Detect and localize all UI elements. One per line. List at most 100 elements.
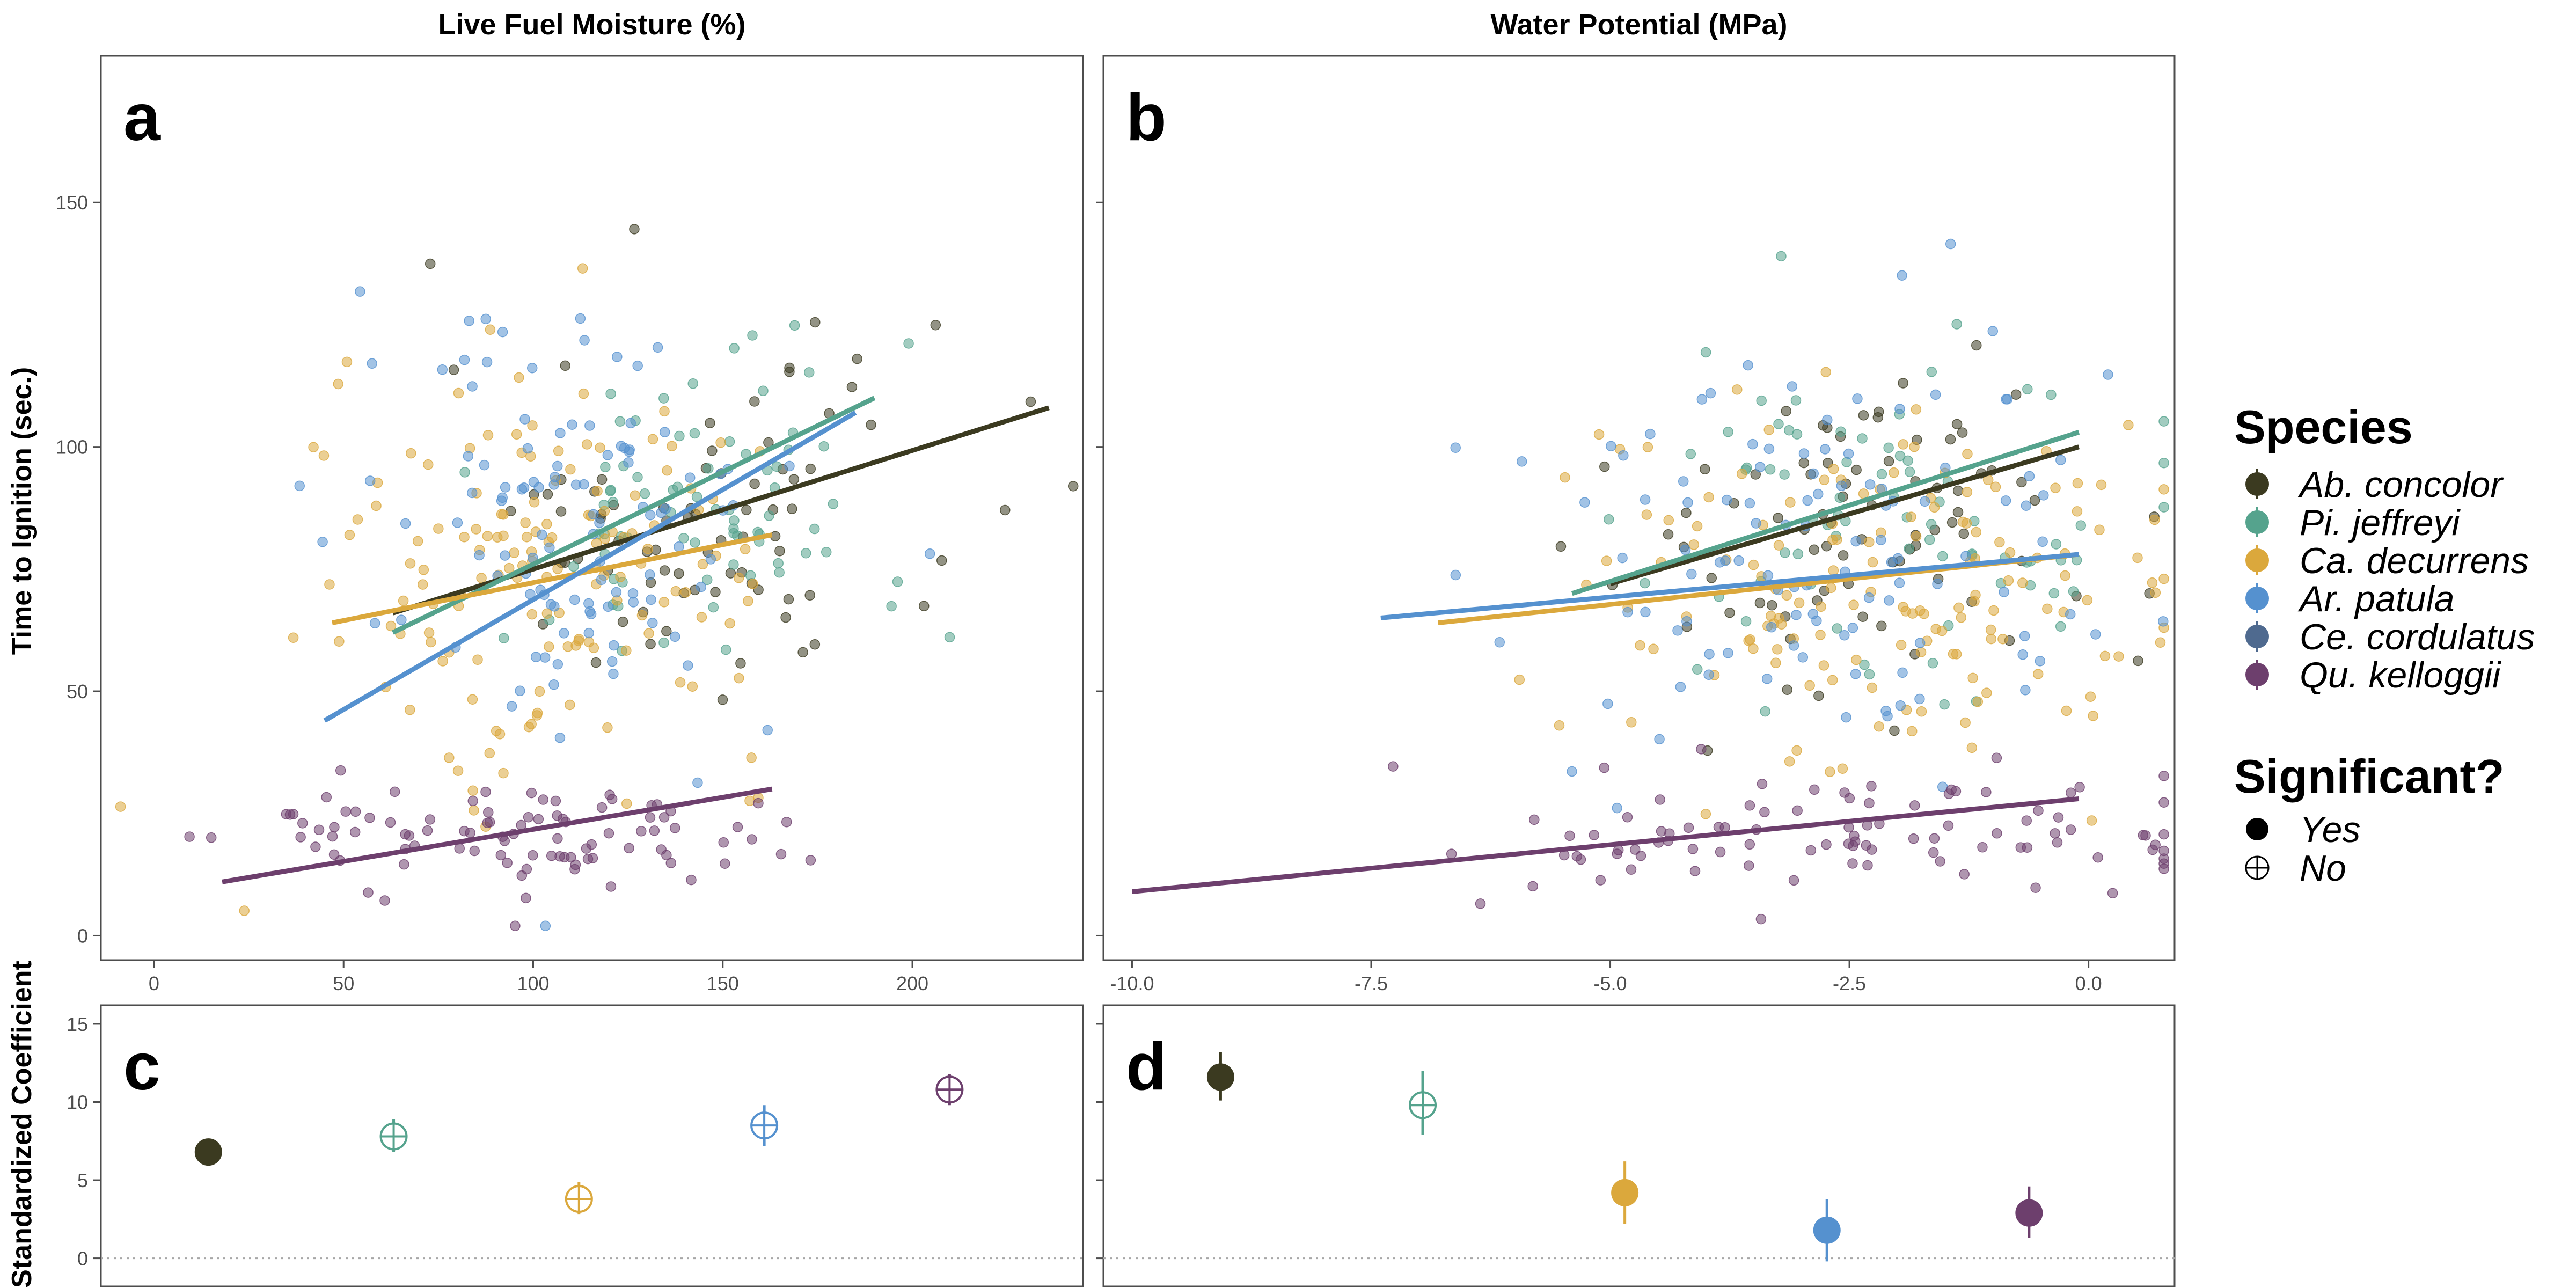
data-point [584, 420, 595, 431]
coefficient-point-cadecurrens [1611, 1179, 1639, 1206]
data-point [1740, 616, 1752, 627]
series-points-arpatula [294, 286, 935, 931]
data-point [1025, 396, 1036, 407]
data-point [552, 460, 563, 472]
data-point [1595, 875, 1606, 885]
data-point [1744, 497, 1755, 509]
data-point [503, 562, 515, 574]
data-point [1981, 787, 1992, 797]
data-point [540, 920, 551, 931]
data-point [803, 367, 815, 378]
data-point [567, 419, 577, 430]
data-point [514, 372, 524, 383]
data-point [1832, 623, 1842, 634]
data-point [670, 586, 682, 597]
data-point [502, 858, 513, 868]
data-point [1841, 712, 1851, 723]
data-point [2065, 787, 2076, 798]
data-point [469, 805, 479, 816]
data-point [636, 610, 648, 621]
data-point [2003, 575, 2014, 586]
legend-key-cadecurrens [2245, 548, 2269, 572]
data-point [497, 326, 508, 338]
x-tick-label: -5.0 [1594, 972, 1627, 994]
data-point [570, 859, 581, 870]
data-point [465, 828, 475, 838]
data-point [318, 450, 330, 461]
data-point [1847, 623, 1858, 633]
data-point [364, 813, 375, 823]
data-point [1745, 634, 1755, 645]
data-point [1446, 848, 1457, 859]
legend-key-abconcolor [2245, 472, 2269, 496]
data-point [818, 441, 829, 452]
data-point [1864, 797, 1875, 809]
data-point [2094, 524, 2105, 536]
data-point [1862, 860, 1873, 871]
data-point [418, 579, 428, 590]
data-point [741, 504, 752, 516]
data-point [500, 550, 510, 561]
data-point [568, 561, 579, 572]
data-point [1798, 457, 1809, 469]
data-point [327, 831, 338, 842]
data-point [1884, 595, 1894, 606]
data-point [519, 414, 530, 425]
data-point [1797, 652, 1809, 663]
data-point [1867, 557, 1878, 568]
data-point [530, 652, 541, 662]
data-point [696, 612, 707, 623]
data-point [1773, 540, 1784, 551]
data-point [1494, 636, 1505, 648]
data-point [371, 500, 382, 511]
data-point [1743, 860, 1754, 871]
data-point [520, 517, 531, 528]
data-point [805, 855, 816, 866]
data-point [774, 545, 785, 557]
data-point [645, 639, 656, 649]
data-point [705, 418, 715, 428]
data-point [733, 573, 744, 583]
data-point [1858, 488, 1869, 499]
data-point [480, 313, 491, 325]
data-point [418, 565, 429, 575]
data-point [288, 632, 299, 643]
x-tick-label: -10.0 [1110, 972, 1154, 994]
data-point [2000, 495, 2011, 506]
data-point [491, 726, 502, 736]
data-point [2046, 389, 2057, 400]
data-point [437, 656, 448, 667]
data-point [467, 795, 479, 807]
data-point [335, 765, 346, 776]
data-point [690, 537, 700, 548]
data-point [1961, 518, 1972, 529]
data-point [1680, 544, 1691, 555]
data-point [1812, 488, 1824, 500]
data-point [1606, 441, 1616, 452]
data-point [1951, 319, 1962, 330]
data-point [749, 396, 760, 407]
data-point [1988, 605, 1999, 616]
data-point [521, 863, 532, 875]
data-point [369, 618, 380, 628]
x-tick-label: 0.0 [2075, 972, 2102, 994]
data-point [1962, 487, 1973, 497]
data-point [467, 694, 478, 705]
data-point [600, 462, 611, 473]
data-point [1715, 846, 1726, 858]
data-point [555, 506, 567, 517]
data-point [2099, 650, 2111, 662]
panel-c: 0 5 10 15 c [67, 1004, 1084, 1287]
data-point [1700, 809, 1711, 819]
data-point [652, 342, 663, 353]
data-point [1843, 448, 1854, 459]
data-point [2024, 471, 2035, 482]
data-point [866, 419, 876, 430]
data-point [496, 509, 507, 519]
data-point [583, 636, 595, 648]
data-point [1645, 428, 1656, 440]
data-point [2015, 842, 2026, 853]
data-point [310, 841, 321, 852]
data-point [1914, 638, 1926, 648]
